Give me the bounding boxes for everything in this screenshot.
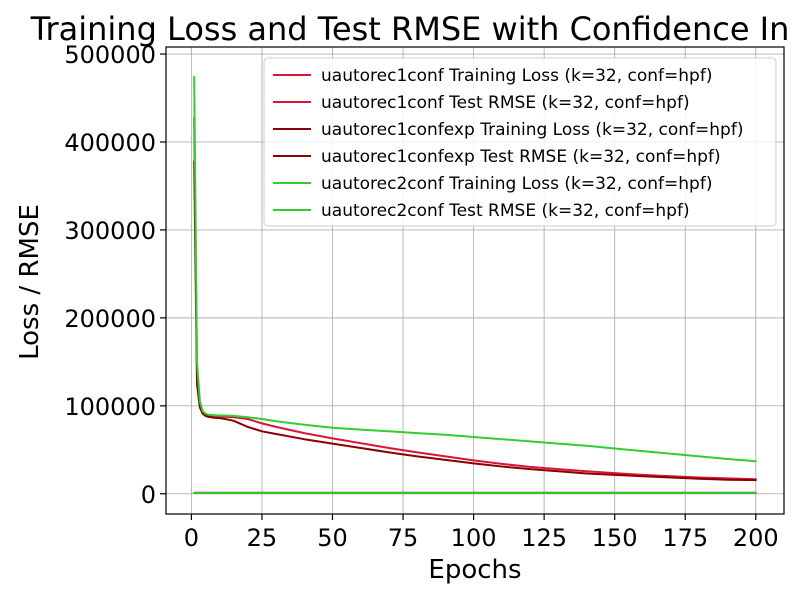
y-tick-label: 400000: [64, 129, 156, 157]
y-tick-label: 100000: [64, 393, 156, 421]
y-axis-label: Loss / RMSE: [15, 204, 45, 360]
x-tick-label: 175: [662, 524, 708, 552]
legend-box: [263, 57, 777, 227]
x-tick-label: 50: [317, 524, 348, 552]
legend-label-0: uautorec1conf Training Loss (k=32, conf=…: [321, 66, 712, 86]
x-tick-label: 25: [247, 524, 278, 552]
x-tick-label: 100: [451, 524, 497, 552]
legend-label-2: uautorec1confexp Training Loss (k=32, co…: [321, 120, 743, 140]
x-tick-label: 75: [388, 524, 419, 552]
plot-area: [193, 75, 757, 494]
legend-label-5: uautorec2conf Test RMSE (k=32, conf=hpf): [321, 201, 690, 221]
chart-title: Training Loss and Test RMSE with Confide…: [30, 10, 790, 48]
x-tick-label: 0: [184, 524, 199, 552]
y-tick-label: 500000: [64, 41, 156, 69]
legend: uautorec1conf Training Loss (k=32, conf=…: [263, 57, 777, 227]
x-tick-label: 150: [592, 524, 638, 552]
legend-label-3: uautorec1confexp Test RMSE (k=32, conf=h…: [321, 147, 721, 167]
x-axis-label: Epochs: [428, 555, 521, 585]
x-tick-label: 125: [521, 524, 567, 552]
legend-items: uautorec1conf Training Loss (k=32, conf=…: [273, 66, 743, 221]
y-tick-label: 0: [141, 481, 156, 509]
legend-label-1: uautorec1conf Test RMSE (k=32, conf=hpf): [321, 93, 690, 113]
legend-label-4: uautorec2conf Training Loss (k=32, conf=…: [321, 174, 712, 194]
ticks: 0 25 50 75 100 125 150 175 200 0 100000 200000 30000…: [64, 41, 778, 552]
x-tick-label: 200: [733, 524, 779, 552]
y-tick-label: 200000: [64, 305, 156, 333]
series-line-2: [193, 160, 757, 482]
series-line-4: [193, 75, 757, 463]
y-tick-label: 300000: [64, 217, 156, 245]
axes-frame: [165, 46, 785, 515]
